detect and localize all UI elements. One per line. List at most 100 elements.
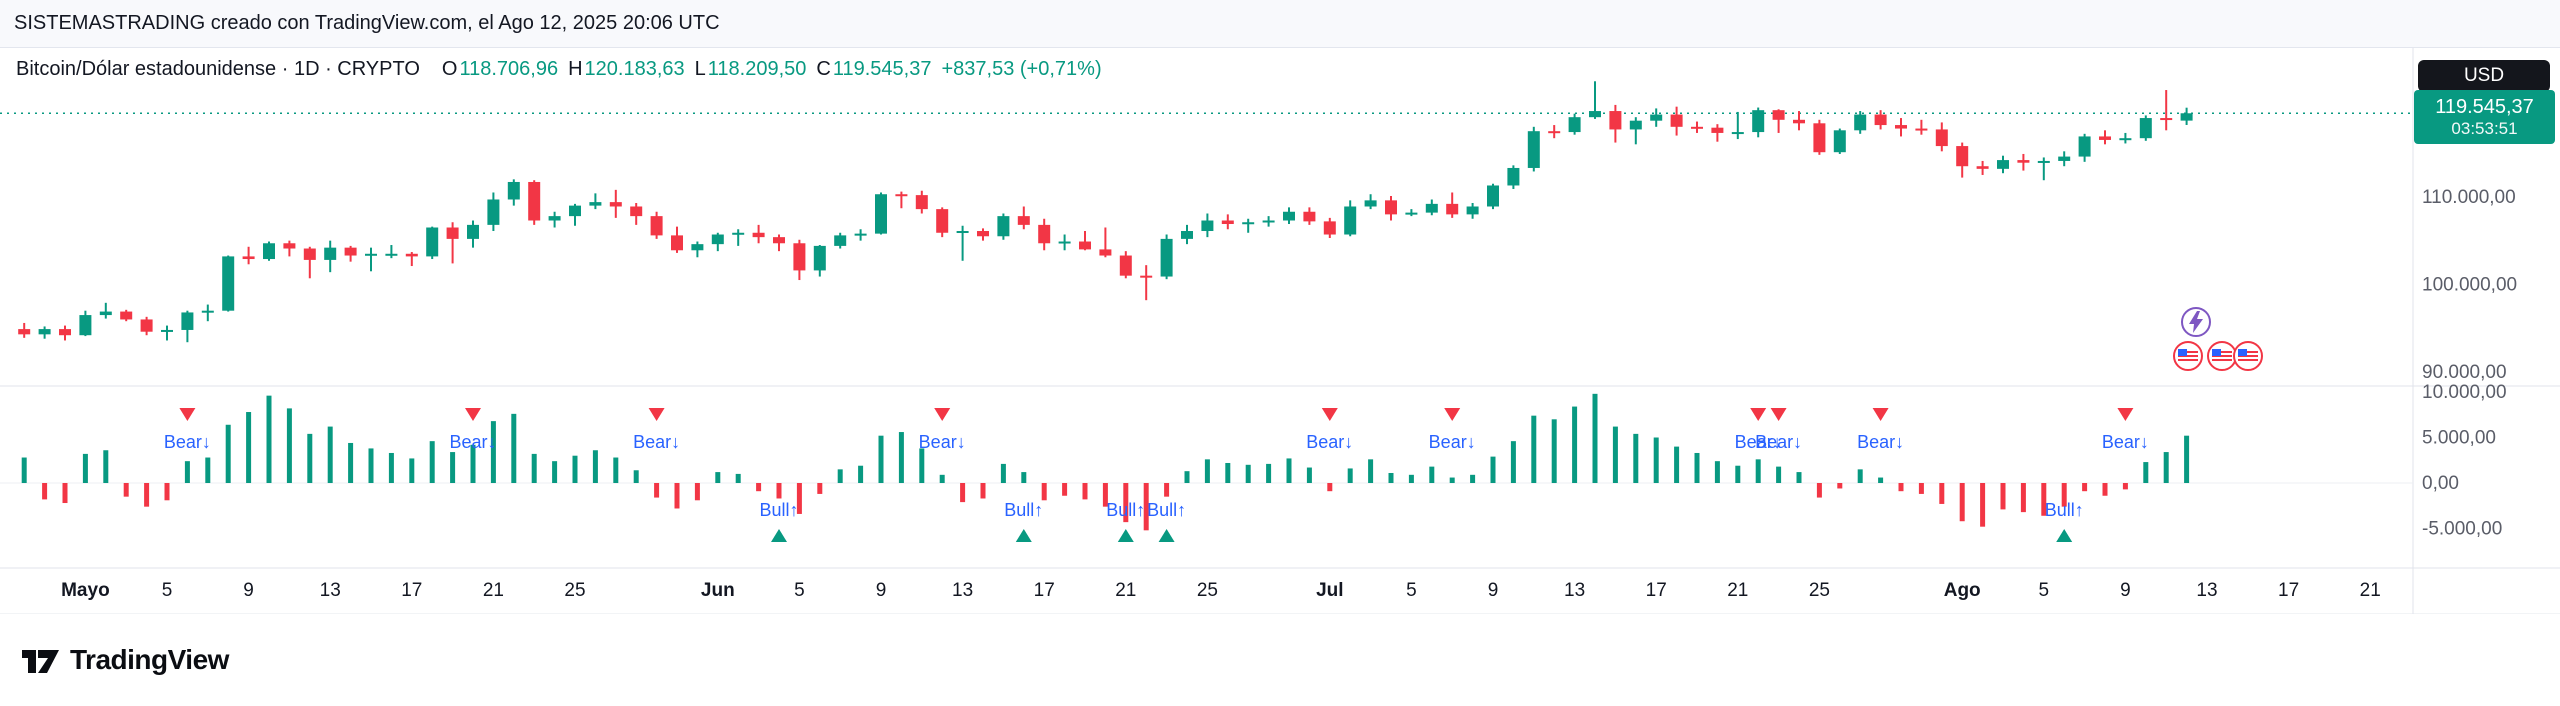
- event-icon-group[interactable]: [2181, 307, 2211, 337]
- candle-body: [1650, 114, 1663, 121]
- candle-body: [834, 235, 847, 246]
- histogram-bar: [1735, 465, 1741, 484]
- bear-triangle-icon: [1444, 408, 1461, 421]
- histogram-bar: [450, 452, 456, 484]
- candle-body: [1507, 167, 1520, 186]
- time-axis-label: Jul: [1316, 580, 1343, 601]
- histogram-bar: [1225, 462, 1231, 484]
- symbol-title: Bitcoin/Dólar estadounidense · 1D · CRYP…: [16, 58, 420, 80]
- candle-body: [1752, 110, 1765, 133]
- bull-signal-label: Bull↑: [759, 500, 798, 520]
- candle-body: [487, 199, 500, 225]
- histogram-bar: [1429, 466, 1435, 484]
- candle-body: [1425, 203, 1438, 213]
- bear-signal-label: Bear↓: [1429, 432, 1476, 452]
- economic-event-icon[interactable]: [2233, 341, 2263, 371]
- histogram-bar: [164, 483, 170, 501]
- histogram-bar: [327, 426, 333, 484]
- candle-body: [1629, 120, 1642, 130]
- symbol-header: Bitcoin/Dólar estadounidense · 1D · CRYP…: [16, 58, 1102, 81]
- histogram-bar: [1572, 406, 1578, 484]
- histogram-bar: [837, 469, 843, 484]
- candle-body: [609, 202, 622, 207]
- candle-body: [1221, 220, 1234, 225]
- histogram-bar: [1918, 483, 1924, 494]
- candle-body: [711, 234, 724, 245]
- histogram-bar: [1510, 441, 1516, 484]
- candle-body: [201, 310, 214, 313]
- signal-markers-layer: Bear↓ Bear↓ Bear↓ Bear↓ Bear↓ Bear↓ Bear↓Bear↓…: [164, 408, 2149, 542]
- bear-signal-label: Bear↓: [633, 432, 680, 452]
- candle-body: [1058, 241, 1071, 244]
- histogram-bar: [1878, 477, 1884, 484]
- histogram-bar: [776, 483, 782, 499]
- candle-body: [324, 247, 337, 260]
- candle-body: [854, 233, 867, 236]
- bar-countdown: 03:53:51: [2451, 118, 2518, 138]
- candle-body: [589, 202, 602, 206]
- candle-body: [507, 181, 520, 200]
- candle-body: [1038, 224, 1051, 244]
- histogram-bar: [21, 457, 27, 484]
- time-axis-label: Ago: [1944, 580, 1981, 601]
- candle-body: [977, 231, 989, 237]
- candle-body: [875, 194, 887, 234]
- candle-body: [99, 311, 112, 316]
- histogram-bar: [307, 433, 313, 484]
- time-axis-label: 25: [1809, 580, 1830, 601]
- histogram-bar: [2143, 462, 2149, 484]
- histogram-bar: [980, 483, 986, 499]
- candle-body: [365, 253, 377, 256]
- candle-body: [1609, 111, 1622, 130]
- bull-triangle-icon: [2056, 529, 2073, 542]
- snapshot-attribution-bar: SISTEMASTRADING creado con TradingView.c…: [0, 0, 2560, 48]
- histogram-bar: [1633, 433, 1639, 484]
- time-axis-label: 17: [401, 580, 422, 601]
- ohlc-letter: H: [568, 58, 583, 80]
- currency-badge: USD: [2418, 60, 2550, 92]
- bear-triangle-icon: [2117, 408, 2134, 421]
- economic-event-icon[interactable]: [2173, 341, 2203, 371]
- economic-event-icon[interactable]: [2207, 341, 2237, 371]
- indicator-axis-label: -5.000,00: [2422, 519, 2502, 540]
- time-axis-label: 25: [1197, 580, 1218, 601]
- tradingview-logo-icon[interactable]: [22, 645, 60, 675]
- candle-body: [2099, 136, 2111, 140]
- histogram-bar: [1959, 483, 1965, 522]
- histogram-bar: [225, 424, 231, 484]
- histogram-bar: [735, 473, 741, 484]
- candle-body: [1895, 125, 1907, 129]
- bull-triangle-icon: [1015, 529, 1032, 542]
- tradingview-brand-text[interactable]: TradingView: [70, 644, 229, 675]
- candle-body: [1466, 206, 1479, 215]
- candle-body: [1772, 110, 1785, 120]
- candle-body: [18, 329, 31, 335]
- ohlc-letter: L: [694, 58, 706, 80]
- time-axis-label: 17: [1034, 580, 1055, 601]
- bull-signal-label: Bull↑: [2045, 500, 2084, 520]
- last-price-value: 119.545,37: [2435, 95, 2534, 118]
- candle-body: [344, 247, 357, 256]
- candle-body: [813, 245, 826, 271]
- histogram-bar: [756, 483, 762, 492]
- candle-body: [2078, 136, 2091, 157]
- histogram-bar: [511, 413, 517, 484]
- histogram-bar: [654, 483, 660, 498]
- time-axis-layer[interactable]: Mayo 5 9 13 17 21 25 Jun 5 9 13 17 21 25 Jul 5 9 13 17 21 25…: [61, 580, 2381, 601]
- candle-body: [2119, 138, 2132, 141]
- histogram-bar: [1286, 458, 1292, 484]
- candle-body: [161, 329, 173, 332]
- candle-body: [1160, 238, 1173, 277]
- ohlc-values: O 118.706,96 H 120.183,63 L 118.209,50 C 119.54…: [432, 58, 932, 81]
- candle-body: [1017, 216, 1030, 225]
- candle-body: [1731, 132, 1744, 135]
- candle-body: [263, 243, 275, 260]
- histogram-bar: [592, 450, 598, 484]
- histogram-bar: [1368, 459, 1374, 484]
- histogram-bar: [1653, 437, 1659, 484]
- candle-body: [242, 256, 255, 260]
- histogram-bar: [1714, 461, 1720, 484]
- time-axis-label: 21: [1115, 580, 1136, 601]
